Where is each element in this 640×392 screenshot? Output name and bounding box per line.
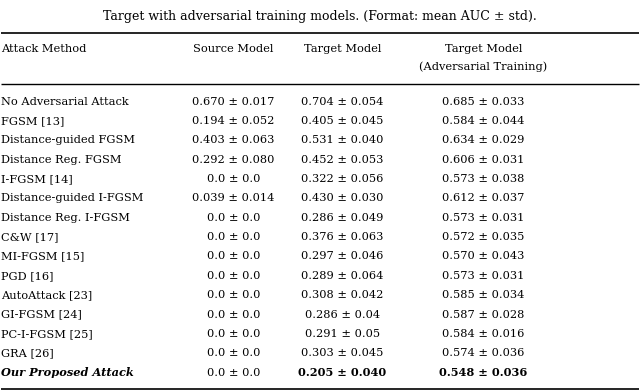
Text: 0.0 ± 0.0: 0.0 ± 0.0 — [207, 290, 260, 300]
Text: 0.0 ± 0.0: 0.0 ± 0.0 — [207, 310, 260, 319]
Text: 0.194 ± 0.052: 0.194 ± 0.052 — [193, 116, 275, 126]
Text: 0.286 ± 0.04: 0.286 ± 0.04 — [305, 310, 380, 319]
Text: 0.0 ± 0.0: 0.0 ± 0.0 — [207, 232, 260, 242]
Text: 0.612 ± 0.037: 0.612 ± 0.037 — [442, 194, 524, 203]
Text: PC-I-FGSM [25]: PC-I-FGSM [25] — [1, 329, 93, 339]
Text: 0.205 ± 0.040: 0.205 ± 0.040 — [298, 367, 387, 378]
Text: 0.286 ± 0.049: 0.286 ± 0.049 — [301, 213, 383, 223]
Text: 0.573 ± 0.031: 0.573 ± 0.031 — [442, 271, 524, 281]
Text: FGSM [13]: FGSM [13] — [1, 116, 65, 126]
Text: PGD [16]: PGD [16] — [1, 271, 54, 281]
Text: 0.584 ± 0.044: 0.584 ± 0.044 — [442, 116, 524, 126]
Text: 0.685 ± 0.033: 0.685 ± 0.033 — [442, 97, 524, 107]
Text: No Adversarial Attack: No Adversarial Attack — [1, 97, 129, 107]
Text: C&W [17]: C&W [17] — [1, 232, 59, 242]
Text: 0.297 ± 0.046: 0.297 ± 0.046 — [301, 252, 383, 261]
Text: Attack Method: Attack Method — [1, 44, 86, 54]
Text: 0.289 ± 0.064: 0.289 ± 0.064 — [301, 271, 383, 281]
Text: 0.573 ± 0.031: 0.573 ± 0.031 — [442, 213, 524, 223]
Text: Distance-guided I-FGSM: Distance-guided I-FGSM — [1, 194, 143, 203]
Text: 0.670 ± 0.017: 0.670 ± 0.017 — [193, 97, 275, 107]
Text: 0.584 ± 0.016: 0.584 ± 0.016 — [442, 329, 524, 339]
Text: 0.574 ± 0.036: 0.574 ± 0.036 — [442, 348, 524, 358]
Text: 0.572 ± 0.035: 0.572 ± 0.035 — [442, 232, 524, 242]
Text: Target with adversarial training models. (Format: mean AUC ± std).: Target with adversarial training models.… — [103, 10, 537, 23]
Text: 0.606 ± 0.031: 0.606 ± 0.031 — [442, 155, 524, 165]
Text: 0.531 ± 0.040: 0.531 ± 0.040 — [301, 136, 383, 145]
Text: Source Model: Source Model — [193, 44, 274, 54]
Text: 0.0 ± 0.0: 0.0 ± 0.0 — [207, 329, 260, 339]
Text: GRA [26]: GRA [26] — [1, 348, 54, 358]
Text: MI-FGSM [15]: MI-FGSM [15] — [1, 252, 84, 261]
Text: 0.0 ± 0.0: 0.0 ± 0.0 — [207, 213, 260, 223]
Text: 0.039 ± 0.014: 0.039 ± 0.014 — [193, 194, 275, 203]
Text: I-FGSM [14]: I-FGSM [14] — [1, 174, 73, 184]
Text: Target Model: Target Model — [445, 44, 522, 54]
Text: 0.570 ± 0.043: 0.570 ± 0.043 — [442, 252, 524, 261]
Text: 0.634 ± 0.029: 0.634 ± 0.029 — [442, 136, 524, 145]
Text: 0.322 ± 0.056: 0.322 ± 0.056 — [301, 174, 383, 184]
Text: (Adversarial Training): (Adversarial Training) — [419, 62, 547, 72]
Text: 0.303 ± 0.045: 0.303 ± 0.045 — [301, 348, 383, 358]
Text: 0.585 ± 0.034: 0.585 ± 0.034 — [442, 290, 524, 300]
Text: 0.292 ± 0.080: 0.292 ± 0.080 — [193, 155, 275, 165]
Text: Target Model: Target Model — [304, 44, 381, 54]
Text: Distance Reg. FGSM: Distance Reg. FGSM — [1, 155, 122, 165]
Text: Distance Reg. I-FGSM: Distance Reg. I-FGSM — [1, 213, 130, 223]
Text: 0.308 ± 0.042: 0.308 ± 0.042 — [301, 290, 383, 300]
Text: AutoAttack [23]: AutoAttack [23] — [1, 290, 93, 300]
Text: 0.405 ± 0.045: 0.405 ± 0.045 — [301, 116, 383, 126]
Text: 0.0 ± 0.0: 0.0 ± 0.0 — [207, 271, 260, 281]
Text: 0.0 ± 0.0: 0.0 ± 0.0 — [207, 348, 260, 358]
Text: 0.430 ± 0.030: 0.430 ± 0.030 — [301, 194, 383, 203]
Text: 0.573 ± 0.038: 0.573 ± 0.038 — [442, 174, 524, 184]
Text: 0.548 ± 0.036: 0.548 ± 0.036 — [439, 367, 527, 378]
Text: 0.376 ± 0.063: 0.376 ± 0.063 — [301, 232, 383, 242]
Text: 0.452 ± 0.053: 0.452 ± 0.053 — [301, 155, 383, 165]
Text: 0.0 ± 0.0: 0.0 ± 0.0 — [207, 252, 260, 261]
Text: 0.403 ± 0.063: 0.403 ± 0.063 — [193, 136, 275, 145]
Text: 0.0 ± 0.0: 0.0 ± 0.0 — [207, 368, 260, 377]
Text: 0.587 ± 0.028: 0.587 ± 0.028 — [442, 310, 524, 319]
Text: 0.0 ± 0.0: 0.0 ± 0.0 — [207, 174, 260, 184]
Text: Our Proposed Attack: Our Proposed Attack — [1, 367, 134, 378]
Text: 0.291 ± 0.05: 0.291 ± 0.05 — [305, 329, 380, 339]
Text: GI-FGSM [24]: GI-FGSM [24] — [1, 310, 82, 319]
Text: Distance-guided FGSM: Distance-guided FGSM — [1, 136, 135, 145]
Text: 0.704 ± 0.054: 0.704 ± 0.054 — [301, 97, 383, 107]
